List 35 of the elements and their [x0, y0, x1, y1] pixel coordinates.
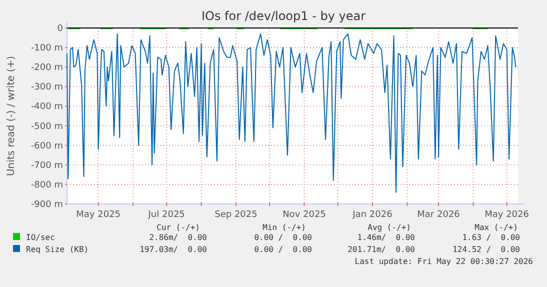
text: 0.00 / 0.00 — [254, 233, 312, 242]
text: 201.71m/ 0.00 — [348, 245, 416, 254]
text: 124.52 / 0.00 — [452, 245, 520, 254]
x-tick-label: May 2025 — [76, 210, 121, 220]
chart-title: IOs for /dev/loop1 - by year — [201, 9, 366, 23]
text: 2.86m/ 0.00 — [149, 233, 208, 242]
text: Last update: Fri May 22 00:30:27 2026 — [354, 257, 534, 266]
legend-label: IO/sec — [26, 233, 56, 242]
y-tick-label: -500 m — [30, 122, 63, 132]
x-tick-label: Jan 2026 — [352, 210, 393, 220]
line-series — [66, 33, 516, 193]
legend-label: Req Size (KB) — [26, 245, 89, 254]
x-tick-label: Jul 2025 — [147, 210, 185, 220]
x-tick-label: May 2026 — [484, 210, 530, 220]
y-tick-label: -200 m — [30, 63, 63, 74]
y-tick-label: 0 — [57, 24, 64, 34]
y-tick-label: -700 m — [30, 160, 63, 171]
y-tick-label: -600 m — [30, 141, 63, 152]
text: Cur (-/+) — [156, 223, 200, 232]
text: 197.03m/ 0.00 — [140, 245, 208, 254]
y-tick-label: -800 m — [30, 180, 63, 190]
x-tick-label: Mar 2026 — [417, 210, 460, 220]
y-tick-label: -100 m — [30, 44, 63, 54]
y-axis-title: Units read (-) / write (+) — [6, 56, 17, 176]
text: Avg (-/+) — [368, 223, 411, 232]
y-tick-label: -900 m — [30, 200, 63, 210]
y-tick-label: -300 m — [30, 82, 63, 93]
x-tick-label: Nov 2025 — [282, 210, 326, 220]
text: 0.00 / 0.00 — [254, 245, 312, 254]
text: 1.63 / 0.00 — [462, 233, 520, 242]
y-tick-label: -400 m — [30, 102, 63, 112]
text: Max (-/+) — [474, 223, 518, 232]
text: Min (-/+) — [262, 223, 306, 232]
x-tick-label: Sep 2025 — [214, 210, 258, 220]
text: 1.46m/ 0.00 — [357, 233, 416, 242]
